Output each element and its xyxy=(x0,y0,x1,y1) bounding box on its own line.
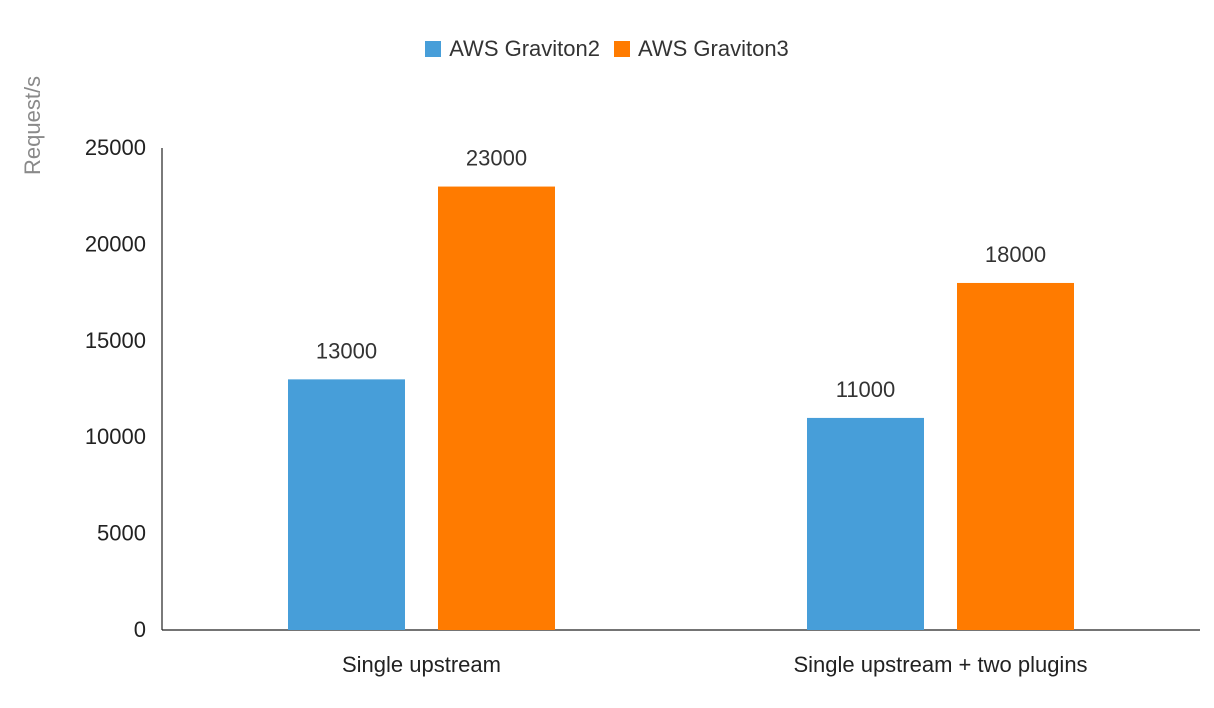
bar-data-label: 11000 xyxy=(836,377,896,402)
legend-swatch-graviton3 xyxy=(614,41,630,57)
y-tick-label: 5000 xyxy=(97,521,146,546)
legend-item-graviton2: AWS Graviton2 xyxy=(425,36,600,62)
bar-data-label: 23000 xyxy=(466,146,527,171)
y-tick-label: 20000 xyxy=(85,231,146,256)
y-tick-label: 0 xyxy=(134,617,146,642)
bar-data-label: 18000 xyxy=(985,242,1046,267)
legend-label-graviton2: AWS Graviton2 xyxy=(449,36,600,61)
bar xyxy=(288,379,405,630)
x-category-label: Single upstream xyxy=(342,652,501,677)
y-tick-label: 10000 xyxy=(85,424,146,449)
x-category-label: Single upstream + two plugins xyxy=(793,652,1087,677)
bar xyxy=(957,282,1074,630)
bar xyxy=(438,186,555,630)
bar-data-label: 13000 xyxy=(316,338,377,363)
chart-legend: AWS Graviton2 AWS Graviton3 xyxy=(0,36,1214,62)
legend-label-graviton3: AWS Graviton3 xyxy=(638,36,789,61)
y-tick-label: 25000 xyxy=(85,135,146,160)
bar xyxy=(807,417,924,630)
y-tick-label: 15000 xyxy=(85,328,146,353)
legend-swatch-graviton2 xyxy=(425,41,442,57)
legend-item-graviton3: AWS Graviton3 xyxy=(614,36,789,62)
